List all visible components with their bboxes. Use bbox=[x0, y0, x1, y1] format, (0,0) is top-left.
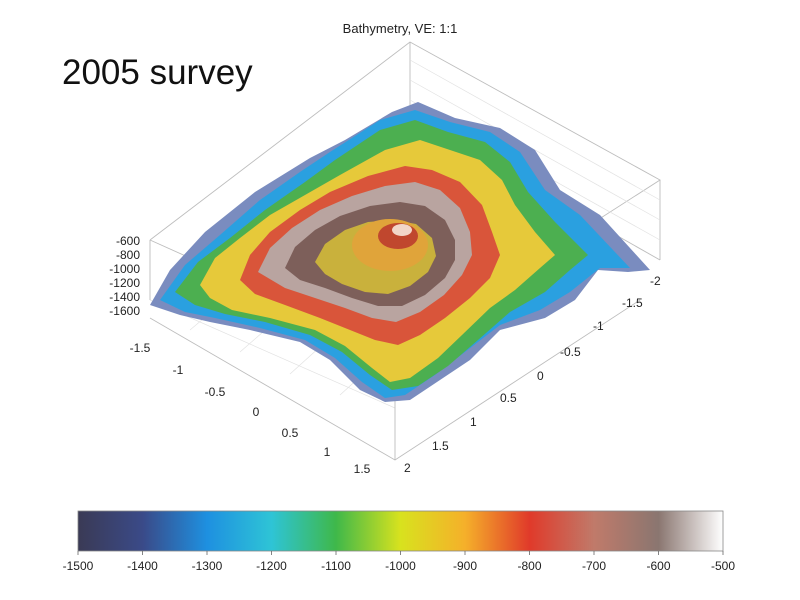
floor-grid-line bbox=[149, 299, 396, 409]
z-axis: -600 -800 -1000 -1200 -1400 -1600 bbox=[109, 234, 140, 318]
z-tick: -800 bbox=[116, 248, 140, 262]
x-tick: 0.5 bbox=[282, 426, 299, 440]
y-tick: 0 bbox=[537, 369, 544, 383]
survey-label: 2005 survey bbox=[62, 53, 253, 92]
colorbar-tick-label: -1400 bbox=[127, 559, 158, 573]
y-tick: -0.5 bbox=[560, 345, 581, 359]
y-tick: 1 bbox=[470, 415, 477, 429]
bathymetry-surface bbox=[150, 102, 650, 402]
z-tick: -1600 bbox=[109, 304, 140, 318]
y-tick: -1.5 bbox=[622, 296, 643, 310]
z-tick: -1200 bbox=[109, 276, 140, 290]
x-tick: -1.5 bbox=[130, 341, 151, 355]
colorbar-tick-label: -600 bbox=[646, 559, 670, 573]
y-tick: -2 bbox=[650, 274, 661, 288]
surface-summit-highlight bbox=[392, 224, 412, 236]
colorbar-tick-label: -1100 bbox=[321, 559, 351, 573]
z-tick: -1000 bbox=[109, 262, 140, 276]
colorbar-tick-label: -1200 bbox=[256, 559, 287, 573]
x-tick: 0 bbox=[253, 405, 260, 419]
colorbar-tick-label: -800 bbox=[517, 559, 541, 573]
y-tick: 2 bbox=[404, 461, 411, 475]
y-axis: -2 -1.5 -1 -0.5 0 0.5 1 1.5 2 bbox=[404, 274, 661, 475]
x-tick: -0.5 bbox=[205, 385, 226, 399]
x-tick: 1.5 bbox=[354, 462, 371, 476]
colorbar-ramp bbox=[77, 510, 724, 552]
x-axis: -1.5 -1 -0.5 0 0.5 1 1.5 bbox=[130, 341, 371, 476]
chart-title: Bathymetry, VE: 1:1 bbox=[343, 21, 458, 36]
colorbar-tick-label: -1500 bbox=[63, 559, 94, 573]
colorbar-tick-label: -900 bbox=[453, 559, 477, 573]
box-edge bbox=[149, 299, 641, 461]
colorbar: -1500 -1400 -1300 -1200 -1100 -1000 -900 -800 -7… bbox=[63, 510, 735, 573]
z-tick: -1400 bbox=[109, 290, 140, 304]
y-tick: -1 bbox=[593, 319, 604, 333]
x-tick: 1 bbox=[324, 445, 331, 459]
x-tick: -1 bbox=[173, 363, 184, 377]
colorbar-tick-label: -500 bbox=[711, 559, 735, 573]
z-tick: -600 bbox=[116, 234, 140, 248]
colorbar-tick-label: -1300 bbox=[192, 559, 223, 573]
y-tick: 1.5 bbox=[432, 439, 449, 453]
y-tick: 0.5 bbox=[500, 391, 517, 405]
colorbar-ticks: -1500 -1400 -1300 -1200 -1100 -1000 -900 -800 -7… bbox=[63, 551, 735, 573]
wall-grid-line bbox=[409, 59, 661, 201]
colorbar-tick-label: -700 bbox=[582, 559, 606, 573]
colorbar-tick-label: -1000 bbox=[385, 559, 416, 573]
